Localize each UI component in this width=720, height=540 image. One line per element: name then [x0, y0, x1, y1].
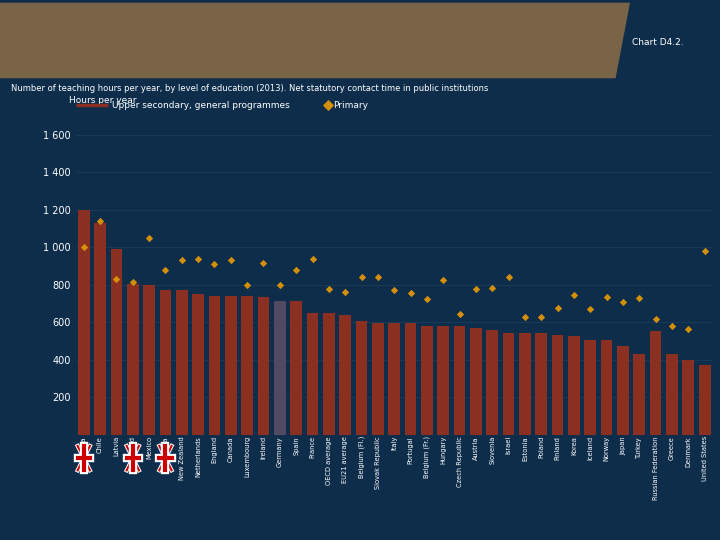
Point	[111, 274, 122, 283]
Point	[209, 259, 220, 268]
Bar	[160, 289, 171, 435]
Point	[536, 313, 547, 321]
Point	[585, 305, 596, 313]
Bar	[600, 340, 613, 435]
Point	[323, 285, 335, 293]
Point	[421, 295, 433, 303]
Point	[568, 290, 580, 299]
Point	[617, 298, 629, 307]
Bar	[698, 365, 711, 435]
Point	[438, 275, 449, 284]
Bar	[209, 296, 220, 435]
Bar	[486, 330, 498, 435]
Point	[389, 286, 400, 294]
Bar	[536, 334, 547, 435]
Point	[552, 303, 563, 312]
Text: Number of teaching hours per year, by level of education (2013). Net statutory c: Number of teaching hours per year, by le…	[11, 84, 488, 92]
Bar	[454, 326, 465, 435]
Bar	[225, 296, 237, 435]
Point	[650, 315, 662, 324]
Point	[454, 310, 465, 319]
Point	[634, 294, 645, 302]
Text: primary level to 643 hours at the upper secondary level, on average: primary level to 643 hours at the upper …	[11, 51, 491, 64]
Point	[487, 284, 498, 292]
Point	[699, 247, 711, 255]
Bar	[552, 335, 564, 435]
Bar	[568, 336, 580, 435]
Point	[503, 272, 514, 281]
Point	[225, 256, 237, 265]
Point	[356, 273, 367, 281]
Bar	[585, 340, 596, 435]
Point	[192, 254, 204, 263]
Bar	[339, 315, 351, 435]
Point	[258, 259, 269, 267]
Point	[600, 292, 612, 301]
Point	[470, 285, 482, 293]
Point	[307, 255, 318, 264]
Bar	[94, 224, 106, 435]
Bar	[421, 326, 433, 435]
Point	[405, 289, 416, 298]
Bar	[192, 294, 204, 435]
Bar	[519, 333, 531, 435]
Bar	[307, 313, 318, 435]
FancyBboxPatch shape	[78, 446, 90, 470]
Point	[160, 266, 171, 274]
Bar	[258, 297, 269, 435]
Bar	[78, 210, 90, 435]
Bar	[634, 354, 645, 435]
Bar	[127, 284, 139, 435]
Point	[666, 322, 678, 330]
Bar	[666, 354, 678, 435]
Text: Hours per year: Hours per year	[69, 96, 137, 105]
Bar	[241, 296, 253, 435]
Bar	[503, 333, 515, 435]
Bar	[176, 289, 188, 435]
Point	[372, 273, 384, 282]
Text: Chart D4.2.: Chart D4.2.	[632, 38, 684, 46]
Bar	[388, 323, 400, 435]
Bar	[437, 326, 449, 435]
Point	[94, 217, 106, 226]
FancyBboxPatch shape	[159, 446, 171, 470]
Bar	[617, 346, 629, 435]
Bar	[274, 301, 286, 435]
Text: Primary: Primary	[333, 101, 369, 110]
Point	[78, 243, 89, 252]
Bar	[290, 301, 302, 435]
Bar	[111, 249, 122, 435]
Point	[322, 101, 333, 110]
Bar	[683, 360, 694, 435]
Point	[683, 325, 694, 333]
Bar	[649, 332, 662, 435]
Point	[143, 234, 155, 242]
Point	[241, 280, 253, 289]
Bar	[323, 313, 335, 435]
Text: Upper secondary, general programmes: Upper secondary, general programmes	[112, 101, 289, 110]
Point	[176, 256, 187, 265]
Bar	[470, 328, 482, 435]
Point	[274, 280, 286, 289]
Point	[339, 288, 351, 296]
Point	[519, 312, 531, 321]
Bar	[356, 321, 367, 435]
Point	[127, 278, 138, 286]
Bar	[405, 323, 416, 435]
Text: Public-school teachers teach between 772 hours per year at the: Public-school teachers teach between 772…	[11, 30, 462, 43]
Bar	[274, 301, 286, 435]
FancyBboxPatch shape	[127, 446, 139, 470]
Bar	[372, 323, 384, 435]
Point	[290, 266, 302, 274]
Bar	[143, 285, 155, 435]
